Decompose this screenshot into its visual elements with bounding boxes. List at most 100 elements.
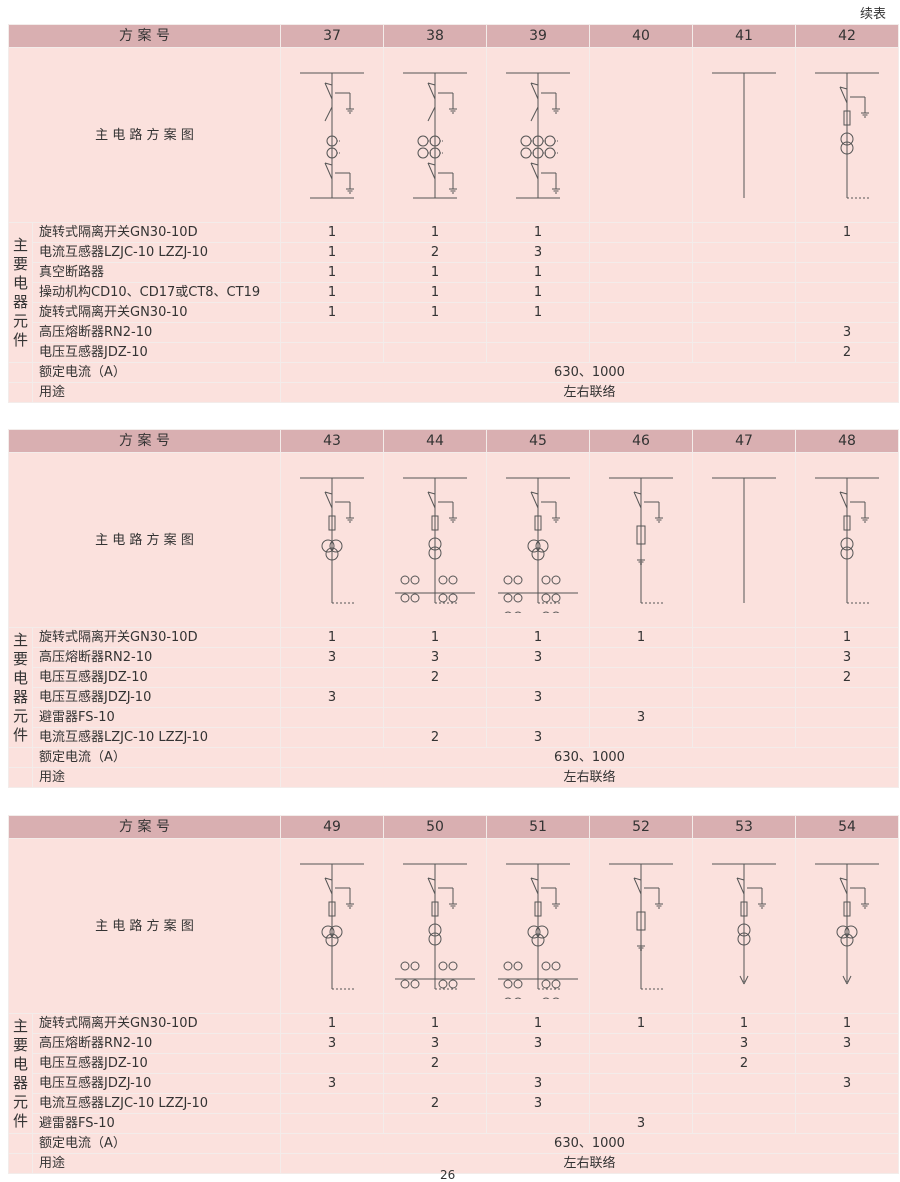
component-qty: 1 bbox=[486, 302, 590, 323]
scheme-number: 43 bbox=[280, 429, 384, 453]
component-qty: 1 bbox=[795, 627, 899, 648]
circuit-diagram bbox=[403, 72, 467, 198]
diagram-cell bbox=[795, 47, 899, 223]
component-qty bbox=[280, 707, 384, 728]
table-row: 电压互感器JDZ-10 2 2 bbox=[9, 667, 899, 688]
scheme-number: 50 bbox=[383, 815, 487, 839]
component-qty bbox=[692, 707, 796, 728]
table-row: 主要电器元件旋转式隔离开关GN30-10D 1 1 1 1 1 bbox=[8, 627, 899, 748]
component-name: 电流互感器LZJC-10 LZZJ-10 bbox=[32, 1093, 281, 1114]
scheme-number: 49 bbox=[280, 815, 384, 839]
component-name: 真空断路器 bbox=[32, 262, 281, 283]
component-qty bbox=[280, 667, 384, 688]
table-row: 电压互感器JDZ-10 2 2 bbox=[9, 1053, 899, 1074]
circuit-diagram bbox=[609, 477, 673, 603]
circuit-diagram bbox=[498, 477, 578, 613]
component-qty: 1 bbox=[486, 1013, 590, 1034]
group-label-char: 要 bbox=[12, 1035, 28, 1054]
circuit-diagram bbox=[815, 477, 879, 603]
component-qty: 1 bbox=[383, 302, 487, 323]
page-number: 26 bbox=[440, 1168, 456, 1182]
diagram-cell bbox=[486, 838, 590, 1014]
circuit-diagram bbox=[395, 863, 475, 989]
group-label-char: 电 bbox=[12, 273, 28, 292]
component-qty: 1 bbox=[589, 1013, 693, 1034]
component-name: 电压互感器JDZ-10 bbox=[32, 1053, 281, 1074]
usage-label: 用途 bbox=[32, 382, 281, 403]
component-qty bbox=[589, 1033, 693, 1054]
group-label-char: 电 bbox=[12, 1054, 28, 1073]
component-qty bbox=[692, 667, 796, 688]
component-qty bbox=[486, 342, 590, 363]
group-label-char: 主 bbox=[12, 235, 28, 254]
component-name: 旋转式隔离开关GN30-10D bbox=[32, 1013, 281, 1034]
component-qty bbox=[795, 242, 899, 263]
component-name: 旋转式隔离开关GN30-10D bbox=[32, 627, 281, 648]
circuit-diagram bbox=[815, 72, 879, 198]
circuit-diagram bbox=[300, 72, 364, 198]
diagram-label: 主 电 路 方 案 图 bbox=[8, 47, 281, 223]
scheme-number: 45 bbox=[486, 429, 590, 453]
component-qty: 1 bbox=[795, 222, 899, 243]
rated-current-label: 额定电流（A） bbox=[32, 1133, 281, 1154]
component-qty bbox=[383, 1113, 487, 1134]
component-qty bbox=[589, 302, 693, 323]
component-qty bbox=[692, 322, 796, 343]
component-qty: 3 bbox=[280, 1073, 384, 1094]
component-name: 电流互感器LZJC-10 LZZJ-10 bbox=[32, 727, 281, 748]
component-qty: 1 bbox=[280, 627, 384, 648]
component-qty bbox=[795, 687, 899, 708]
component-name: 旋转式隔离开关GN30-10 bbox=[32, 302, 281, 323]
circuit-diagram bbox=[498, 863, 578, 999]
component-qty: 2 bbox=[795, 667, 899, 688]
scheme-number: 40 bbox=[589, 24, 693, 48]
component-qty: 2 bbox=[383, 1093, 487, 1114]
component-name: 电压互感器JDZ-10 bbox=[32, 342, 281, 363]
component-qty bbox=[692, 647, 796, 668]
component-qty: 3 bbox=[280, 1033, 384, 1054]
component-qty bbox=[692, 302, 796, 323]
diagram-cell bbox=[383, 452, 487, 628]
component-qty bbox=[280, 1053, 384, 1074]
component-qty bbox=[692, 1113, 796, 1134]
table-row: 电压互感器JDZJ-10 3 3 3 bbox=[9, 1073, 899, 1094]
diagram-cell bbox=[795, 452, 899, 628]
table-row: 电压互感器JDZJ-10 3 3 bbox=[9, 687, 899, 708]
component-qty bbox=[692, 282, 796, 303]
group-label-char: 器 bbox=[12, 292, 28, 311]
component-qty: 1 bbox=[383, 262, 487, 283]
component-qty bbox=[589, 1053, 693, 1074]
component-qty: 3 bbox=[486, 687, 590, 708]
component-qty: 3 bbox=[280, 647, 384, 668]
diagram-cell bbox=[692, 452, 796, 628]
component-name: 电压互感器JDZJ-10 bbox=[32, 687, 281, 708]
diagram-cell bbox=[692, 838, 796, 1014]
group-label-char: 要 bbox=[12, 649, 28, 668]
component-qty bbox=[589, 727, 693, 748]
usage-value: 左右联络 bbox=[280, 382, 899, 403]
group-label-char: 件 bbox=[12, 330, 28, 349]
component-qty: 3 bbox=[383, 1033, 487, 1054]
component-name: 高压熔断器RN2-10 bbox=[32, 1033, 281, 1054]
component-qty: 2 bbox=[383, 727, 487, 748]
rated-current-value: 630、1000 bbox=[280, 362, 899, 383]
diagram-cell bbox=[280, 452, 384, 628]
scheme-number: 47 bbox=[692, 429, 796, 453]
diagram-cell bbox=[589, 838, 693, 1014]
group-label-char: 件 bbox=[12, 725, 28, 744]
component-qty: 1 bbox=[383, 627, 487, 648]
component-qty: 3 bbox=[795, 647, 899, 668]
component-qty bbox=[692, 222, 796, 243]
component-qty bbox=[692, 262, 796, 283]
component-qty bbox=[383, 342, 487, 363]
component-qty bbox=[280, 322, 384, 343]
component-qty: 3 bbox=[486, 727, 590, 748]
component-qty bbox=[795, 282, 899, 303]
component-qty: 3 bbox=[589, 707, 693, 728]
component-qty bbox=[280, 727, 384, 748]
diagram-cell bbox=[280, 47, 384, 223]
component-qty bbox=[692, 342, 796, 363]
group-label-char: 主 bbox=[12, 630, 28, 649]
component-qty: 3 bbox=[692, 1033, 796, 1054]
component-qty: 1 bbox=[280, 302, 384, 323]
